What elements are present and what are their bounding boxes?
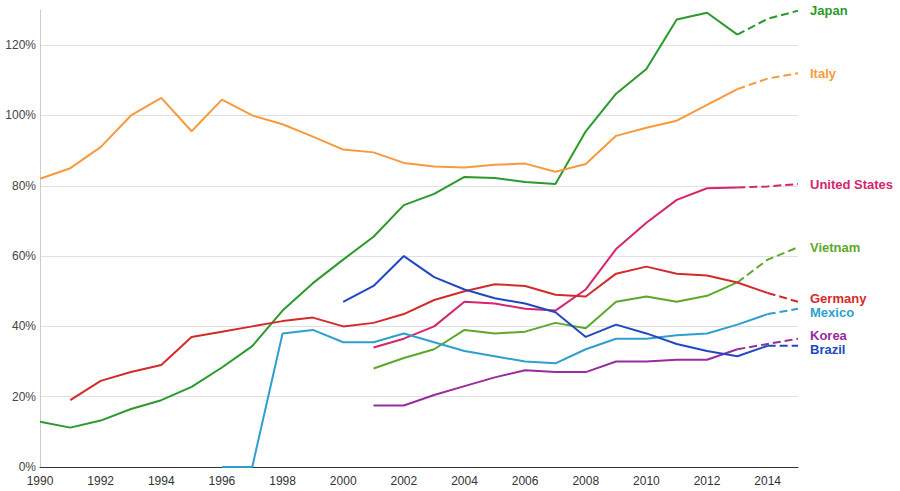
svg-text:Korea: Korea [810,328,848,343]
svg-text:2012: 2012 [694,474,721,488]
svg-text:2000: 2000 [330,474,357,488]
svg-text:United States: United States [810,177,893,192]
svg-text:2008: 2008 [572,474,599,488]
svg-text:Vietnam: Vietnam [810,240,860,255]
svg-text:120%: 120% [5,38,36,52]
svg-text:Japan: Japan [810,3,848,18]
svg-text:2014: 2014 [754,474,781,488]
svg-text:40%: 40% [12,319,36,333]
svg-text:2004: 2004 [451,474,478,488]
svg-text:Mexico: Mexico [810,305,854,320]
svg-text:1990: 1990 [27,474,54,488]
svg-text:80%: 80% [12,179,36,193]
svg-text:60%: 60% [12,249,36,263]
svg-text:1998: 1998 [269,474,296,488]
svg-text:2002: 2002 [390,474,417,488]
svg-text:Germany: Germany [810,291,867,306]
svg-text:2006: 2006 [512,474,539,488]
svg-text:Italy: Italy [810,66,837,81]
svg-text:1992: 1992 [87,474,114,488]
svg-text:100%: 100% [5,108,36,122]
svg-text:2010: 2010 [633,474,660,488]
svg-text:1996: 1996 [209,474,236,488]
svg-text:1994: 1994 [148,474,175,488]
svg-text:20%: 20% [12,390,36,404]
svg-text:Brazil: Brazil [810,342,845,357]
svg-text:0%: 0% [19,460,37,474]
